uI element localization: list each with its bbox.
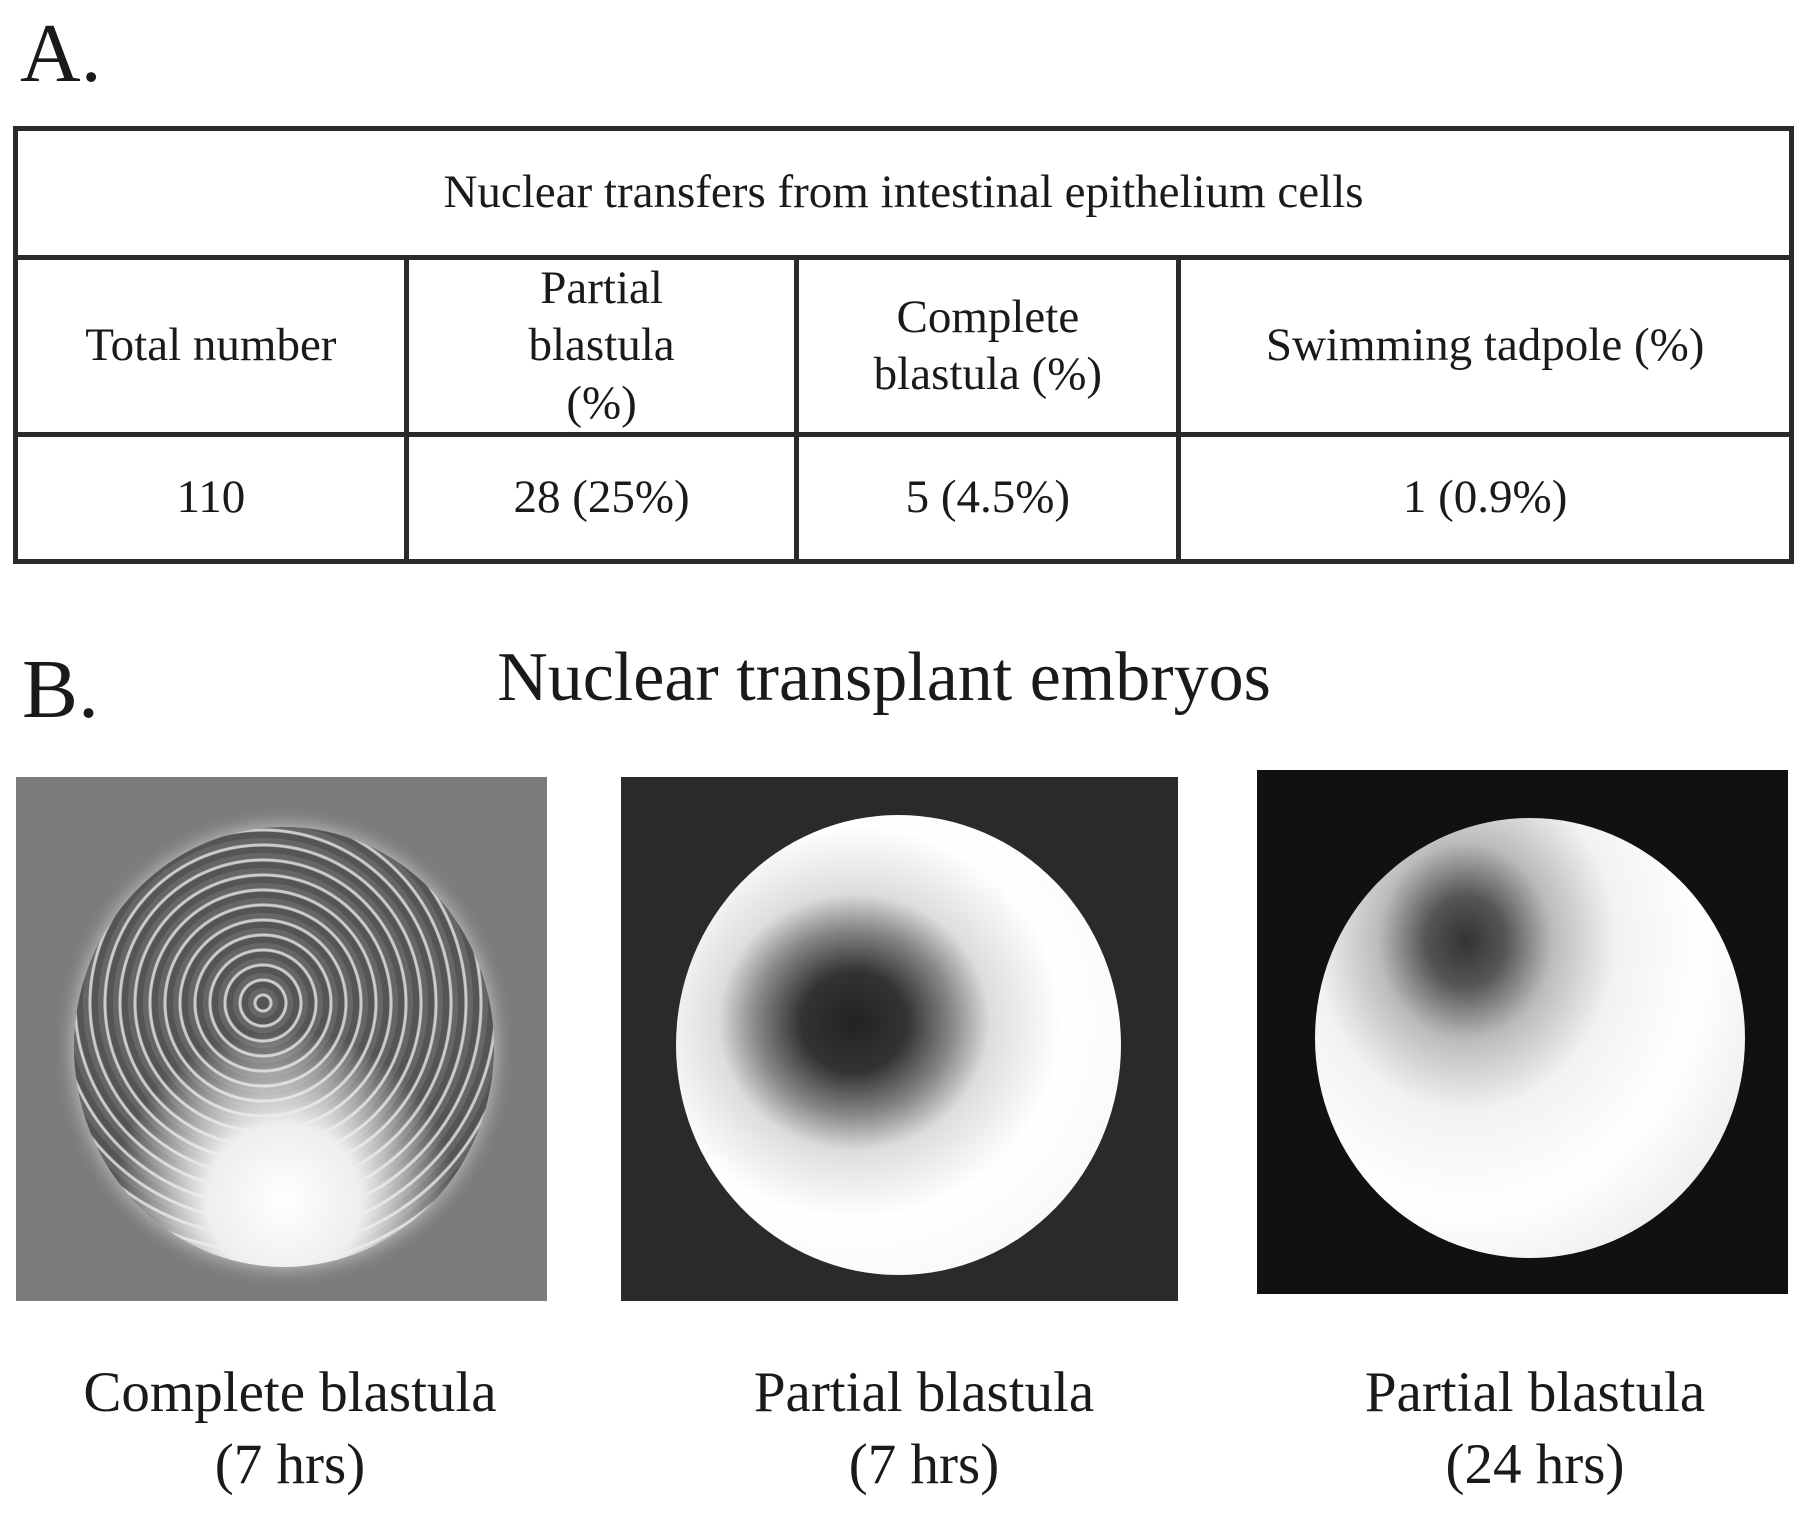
- embryo-photo-partial-blastula-24h: [1257, 770, 1788, 1294]
- embryo-image: [1315, 818, 1745, 1258]
- header-complete-blastula: Complete blastula (%): [794, 255, 1182, 437]
- value-total-number: 110: [13, 431, 409, 564]
- nuclear-transfer-table: Nuclear transfers from intestinal epithe…: [13, 126, 1794, 564]
- panel-b-title: Nuclear transplant embryos: [497, 639, 1271, 716]
- table-title: Nuclear transfers from intestinal epithe…: [13, 126, 1794, 260]
- header-swimming-tadpole: Swimming tadpole (%): [1176, 255, 1794, 437]
- panel-a-label: A.: [20, 7, 102, 100]
- caption-line2: (7 hrs): [214, 1433, 366, 1496]
- value-partial-blastula: 28 (25%): [403, 431, 800, 564]
- caption-line2: (24 hrs): [1445, 1433, 1625, 1496]
- caption-line2: (7 hrs): [848, 1433, 1000, 1496]
- value-complete-blastula: 5 (4.5%): [794, 431, 1182, 564]
- caption-3: Partial blastula (24 hrs): [1235, 1357, 1800, 1501]
- caption-1: Complete blastula (7 hrs): [0, 1357, 590, 1501]
- panel-b-label: B.: [22, 643, 100, 736]
- value-swimming-tadpole: 1 (0.9%): [1176, 431, 1794, 564]
- caption-2: Partial blastula (7 hrs): [624, 1357, 1224, 1501]
- header-total-number: Total number: [13, 255, 409, 437]
- caption-line1: Partial blastula: [1364, 1361, 1706, 1424]
- embryo-image: [74, 827, 494, 1267]
- header-partial-blastula: Partial blastula (%): [403, 255, 800, 437]
- caption-line1: Partial blastula: [753, 1361, 1095, 1424]
- caption-line1: Complete blastula: [83, 1361, 497, 1424]
- embryo-photo-complete-blastula-7h: [16, 777, 547, 1301]
- embryo-image: [676, 815, 1121, 1275]
- embryo-photo-partial-blastula-7h: [621, 777, 1178, 1301]
